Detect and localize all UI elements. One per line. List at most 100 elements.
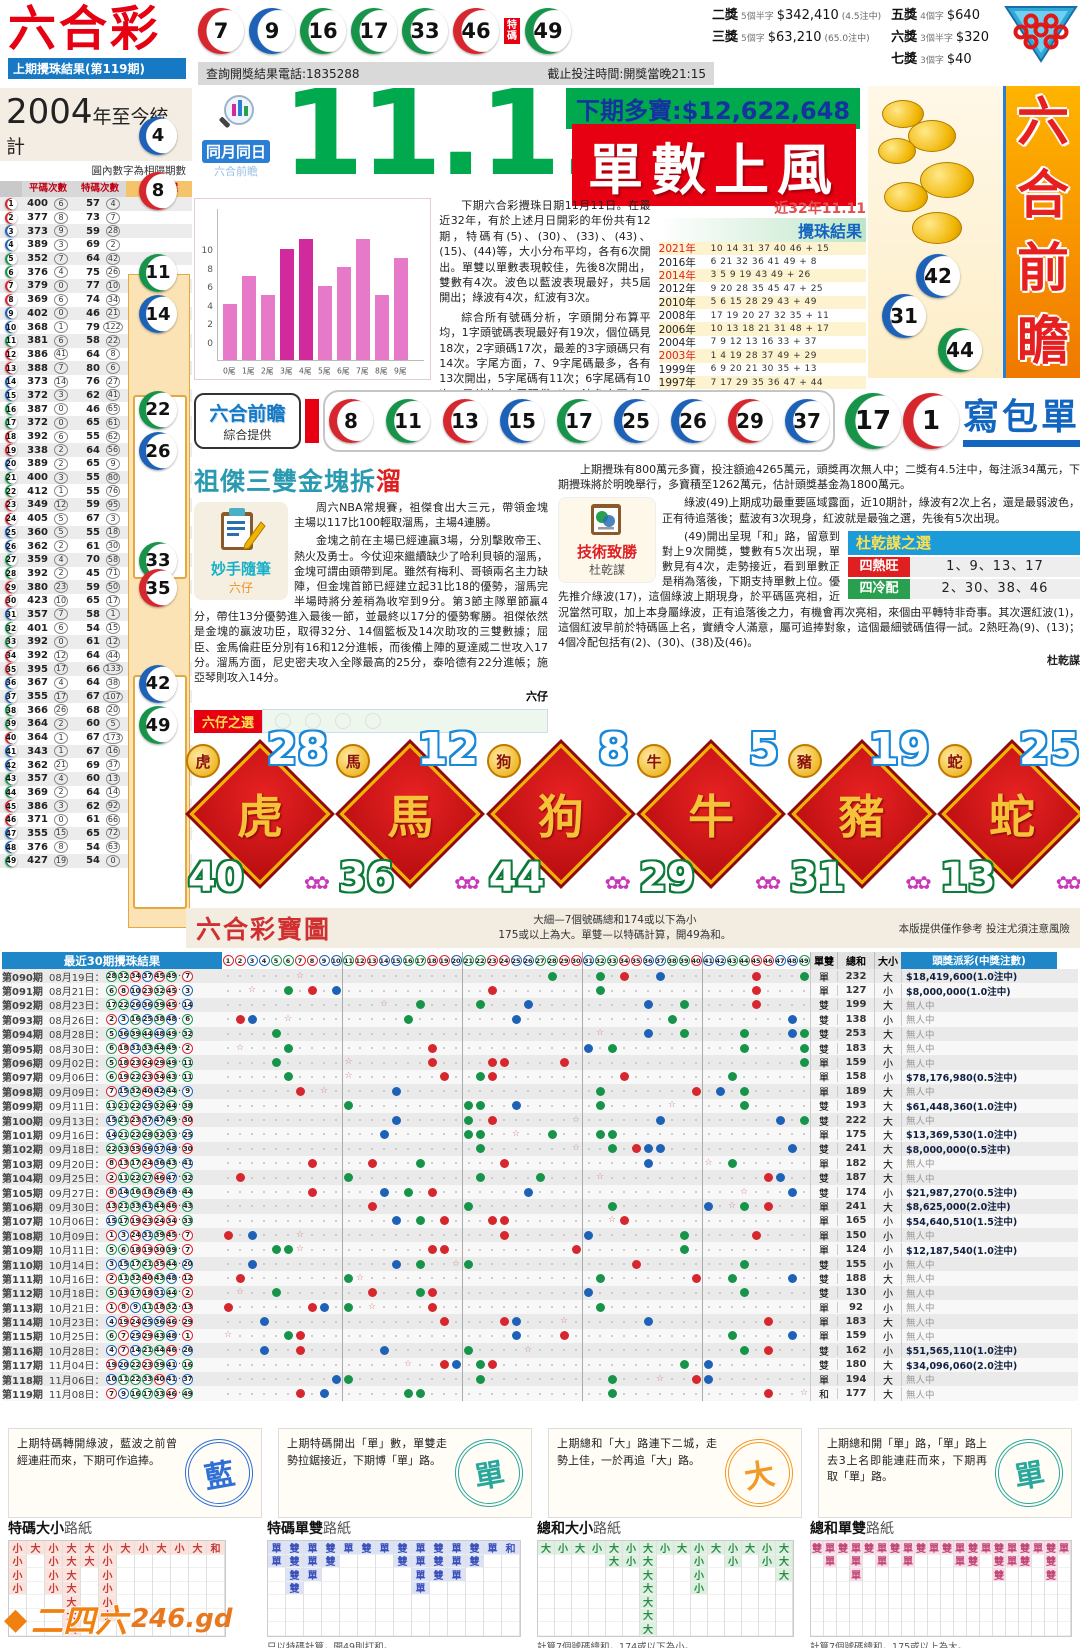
watermark-site: 246.gd xyxy=(131,1604,233,1634)
grid-cell xyxy=(714,983,726,997)
zodiac-number-top: 28 xyxy=(266,724,328,775)
drawn-ball: 16 xyxy=(300,8,346,54)
empty-dot xyxy=(455,1133,457,1136)
road-cell xyxy=(606,1582,622,1595)
grid-cell xyxy=(450,1358,462,1372)
empty-dot xyxy=(491,1090,493,1093)
grid-cell xyxy=(630,1113,642,1127)
empty-dot xyxy=(263,1003,265,1006)
grid-cell xyxy=(366,1027,378,1041)
grid-cell xyxy=(330,1142,342,1156)
road-cell: 雙 xyxy=(286,1541,303,1555)
grid-cell xyxy=(618,1372,630,1386)
road-cell xyxy=(340,1582,357,1595)
empty-dot xyxy=(275,1219,277,1222)
grid-cell xyxy=(474,1170,486,1184)
issue-number: 第112期 xyxy=(2,1289,43,1301)
grid-cell xyxy=(390,1099,402,1113)
sum-value: 183 xyxy=(837,1042,874,1054)
history-year: 1999年 xyxy=(658,363,696,376)
empty-dot xyxy=(683,1277,685,1280)
prize-amount: $63,210 xyxy=(767,30,822,45)
empty-dot xyxy=(227,1176,229,1179)
empty-dot xyxy=(647,1378,649,1381)
road-cell xyxy=(980,1582,992,1595)
grid-cell xyxy=(654,1084,666,1098)
stats-row: 4 389 3 69 2 xyxy=(0,238,192,252)
road-column: 小 xyxy=(171,1541,189,1636)
empty-dot xyxy=(419,1277,421,1280)
result-number: 34 xyxy=(166,1215,177,1227)
grid-cell xyxy=(726,1156,738,1170)
result-number: 6 xyxy=(118,1244,129,1256)
road-column: 大大大大大大大 xyxy=(640,1541,657,1636)
empty-dot xyxy=(311,1032,313,1035)
grid-cell xyxy=(750,1358,762,1372)
mini-ball: 16 xyxy=(5,403,17,416)
grid-cell xyxy=(270,1358,282,1372)
size-value: 小 xyxy=(874,1342,901,1358)
result-number: 17 xyxy=(130,1287,141,1299)
grid-cell xyxy=(486,983,498,997)
empty-dot xyxy=(647,1047,649,1050)
empty-dot xyxy=(779,1234,781,1237)
baotu-note1: 大細—7個號碼總和174或以下為小 xyxy=(533,913,697,926)
road-cell: 小 xyxy=(99,1608,116,1622)
separator-dot: · xyxy=(178,1143,182,1155)
promo-panel: 42 31 44 六合前瞻 xyxy=(868,86,1080,378)
result-number: 25 xyxy=(142,1013,153,1025)
road-cell xyxy=(915,1568,927,1582)
result-number: 18 xyxy=(118,1057,129,1069)
grid-cell xyxy=(666,1300,678,1314)
result-number: 18 xyxy=(154,1301,165,1313)
grid-cell xyxy=(414,1170,426,1184)
grid-cell xyxy=(726,1099,738,1113)
road-cell: 雙 xyxy=(286,1581,303,1595)
grid-cell xyxy=(678,1127,690,1141)
result-number: 5 xyxy=(106,1287,117,1299)
result-number: 46 xyxy=(166,1344,177,1356)
gap-count: 23 xyxy=(53,581,69,594)
empty-dot xyxy=(263,1061,265,1064)
grid-cell xyxy=(474,1084,486,1098)
clipboard-chart-icon xyxy=(590,504,621,536)
strip-number: 18 xyxy=(426,952,438,969)
empty-dot xyxy=(671,1191,673,1194)
road-cell xyxy=(117,1622,134,1636)
grid-cell xyxy=(726,1142,738,1156)
empty-dot xyxy=(263,1277,265,1280)
grid-cell xyxy=(558,1300,570,1314)
empty-dot xyxy=(359,1061,361,1064)
odd-even-value: 雙 xyxy=(810,1270,837,1286)
grid-cell xyxy=(582,1156,594,1171)
grid-cell: ☆ xyxy=(378,998,390,1012)
hot-numbers: 1、9、13、17 xyxy=(910,557,1080,578)
drawn-dot xyxy=(727,1331,737,1341)
grid-cell xyxy=(618,1027,630,1041)
empty-dot xyxy=(299,1018,301,1021)
grid-cell xyxy=(282,1386,294,1400)
te-count: 58 xyxy=(86,608,100,620)
grid-cell xyxy=(258,1286,270,1300)
faded-number xyxy=(305,713,322,730)
grid-cell xyxy=(258,1142,270,1156)
empty-dot xyxy=(575,1176,577,1179)
grid-cell xyxy=(342,1357,354,1372)
grid-cell xyxy=(402,1271,414,1285)
drawn-dot xyxy=(739,1101,749,1111)
empty-dot xyxy=(623,1306,625,1309)
grid-cell xyxy=(738,1358,750,1372)
grid-cell xyxy=(270,969,282,983)
empty-dot xyxy=(731,1306,733,1309)
road-paper: 特碼大小路紙小小小小大小小小小大大大大大大大大大小小小小小小大小大小大和 xyxy=(8,1518,251,1648)
empty-dot xyxy=(527,1061,529,1064)
grid-cell xyxy=(474,1358,486,1372)
grid-cell xyxy=(606,1055,618,1069)
road-cell xyxy=(876,1622,888,1636)
gap-count: 22 xyxy=(105,334,121,347)
grid-cell xyxy=(426,969,438,983)
empty-dot xyxy=(731,1378,733,1381)
result-number: 37 xyxy=(154,1143,165,1155)
grid-cell xyxy=(522,1041,534,1055)
road-cell xyxy=(207,1622,224,1636)
